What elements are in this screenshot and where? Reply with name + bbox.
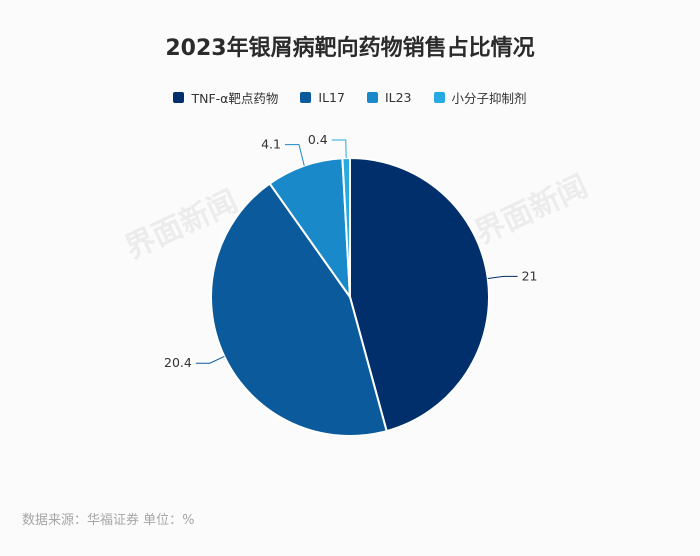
legend-item: IL17 [300,88,345,107]
legend-item: TNF-α靶点药物 [173,88,278,107]
legend-item: IL23 [366,88,412,107]
data-label: 20.4 [164,355,192,370]
chart-legend: TNF-α靶点药物 IL17 IL23 小分子抑制剂 [0,88,700,107]
data-label: 21 [522,268,538,283]
leader-line [331,139,347,159]
legend-swatch [366,92,378,103]
footer: 数据来源：华福证券 单位：% [22,509,195,528]
legend-item: 小分子抑制剂 [433,88,527,107]
pie-slice [349,156,490,433]
legend-swatch [300,92,312,103]
legend-label: IL17 [318,90,345,105]
legend-swatch [173,92,185,103]
unit-label: 单位：% [143,513,195,528]
data-label: 0.4 [308,132,328,147]
chart-title: 2023年银屑病靶向药物销售占比情况 [165,36,535,61]
pie-slice [210,182,388,437]
data-source: 数据来源：华福证券 [22,513,140,528]
legend-label: 小分子抑制剂 [451,91,527,106]
leader-line [487,275,518,279]
legend-swatch [433,92,445,103]
legend-label: IL23 [384,90,412,105]
data-label: 4.1 [261,137,281,152]
leader-line [195,355,225,364]
legend-label: TNF-α靶点药物 [191,91,279,106]
leader-line [284,144,305,166]
